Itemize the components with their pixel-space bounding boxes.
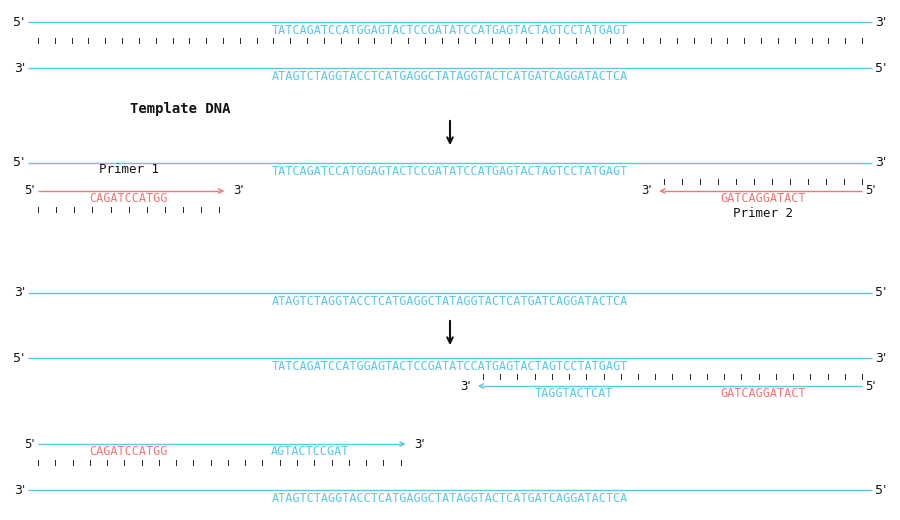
Text: ATAGTCTAGGTACCTCATGAGGCTATAGGTACTCATGATCAGGATACTCA: ATAGTCTAGGTACCTCATGAGGCTATAGGTACTCATGATC… <box>272 492 628 505</box>
Text: 5': 5' <box>24 185 35 198</box>
Text: 5': 5' <box>875 287 886 300</box>
Text: 5': 5' <box>875 484 886 497</box>
Text: 3': 3' <box>14 287 25 300</box>
Text: TAGGTACTCAT: TAGGTACTCAT <box>535 387 613 400</box>
Text: 3': 3' <box>14 61 25 74</box>
Text: 5': 5' <box>875 61 886 74</box>
Text: 5': 5' <box>865 380 876 393</box>
Text: 5': 5' <box>24 437 35 450</box>
Text: 5': 5' <box>865 185 876 198</box>
Text: ATAGTCTAGGTACCTCATGAGGCTATAGGTACTCATGATCAGGATACTCA: ATAGTCTAGGTACCTCATGAGGCTATAGGTACTCATGATC… <box>272 295 628 308</box>
Text: 3': 3' <box>460 380 471 393</box>
Text: Template DNA: Template DNA <box>130 102 230 116</box>
Text: 5': 5' <box>14 352 25 365</box>
Text: 3': 3' <box>875 352 886 365</box>
Text: 5': 5' <box>14 16 25 29</box>
Text: 3': 3' <box>233 185 244 198</box>
Text: GATCAGGATACT: GATCAGGATACT <box>720 192 806 205</box>
Text: TATCAGATCCATGGAGTACTCCGATATCCATGAGTACTAGTCCTATGAGT: TATCAGATCCATGGAGTACTCCGATATCCATGAGTACTAG… <box>272 165 628 178</box>
Text: 3': 3' <box>14 484 25 497</box>
Text: Primer 2: Primer 2 <box>734 207 793 220</box>
Text: 3': 3' <box>415 437 425 450</box>
Text: ATAGTCTAGGTACCTCATGAGGCTATAGGTACTCATGATCAGGATACTCA: ATAGTCTAGGTACCTCATGAGGCTATAGGTACTCATGATC… <box>272 70 628 83</box>
Text: AGTACTCCGAT: AGTACTCCGAT <box>271 445 349 458</box>
Text: Primer 1: Primer 1 <box>99 163 158 176</box>
Text: CAGATCCATGG: CAGATCCATGG <box>89 192 167 205</box>
Text: 3': 3' <box>875 16 886 29</box>
Text: CAGATCCATGG: CAGATCCATGG <box>89 445 167 458</box>
Text: TATCAGATCCATGGAGTACTCCGATATCCATGAGTACTAGTCCTATGAGT: TATCAGATCCATGGAGTACTCCGATATCCATGAGTACTAG… <box>272 24 628 37</box>
Text: GATCAGGATACT: GATCAGGATACT <box>720 387 806 400</box>
Text: 3': 3' <box>642 185 652 198</box>
Text: 5': 5' <box>14 157 25 170</box>
Text: TATCAGATCCATGGAGTACTCCGATATCCATGAGTACTAGTCCTATGAGT: TATCAGATCCATGGAGTACTCCGATATCCATGAGTACTAG… <box>272 360 628 373</box>
Text: 3': 3' <box>875 157 886 170</box>
